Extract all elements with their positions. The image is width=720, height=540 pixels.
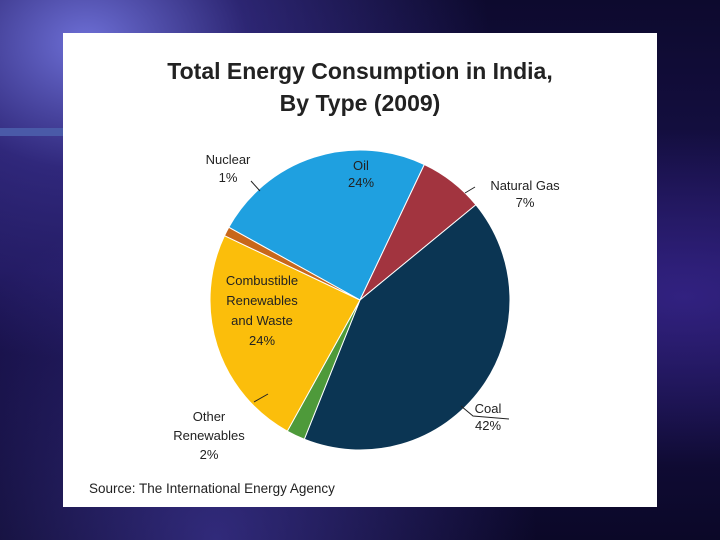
- chart-panel: Total Energy Consumption in India, By Ty…: [63, 33, 657, 507]
- pie-slices: [209, 149, 511, 451]
- slide-accent-bar: [0, 128, 66, 136]
- leader-line-natural-gas: [464, 186, 476, 194]
- leader-line-other-renewables: [253, 393, 269, 403]
- pie-slice-nuclear: [223, 226, 361, 301]
- pie-slice-coal: [303, 204, 511, 451]
- slice-label-natural-gas: Natural Gas 7%: [490, 178, 560, 210]
- slice-label-nuclear: Nuclear 1%: [206, 152, 251, 185]
- pie-slice-oil: [228, 149, 426, 301]
- pie-chart: Total Energy Consumption in India, By Ty…: [89, 58, 560, 496]
- slice-label-combustible-renewables-and-waste: Combustible Renewables and Waste 24%: [226, 273, 298, 348]
- chart-title-line-1: Total Energy Consumption in India,: [167, 58, 552, 84]
- slice-label-other-renewables: Other Renewables 2%: [173, 409, 245, 462]
- chart-source: Source: The International Energy Agency: [89, 481, 335, 496]
- slice-label-oil: Oil 24%: [348, 158, 374, 190]
- chart-title-line-2: By Type (2009): [280, 90, 441, 116]
- pie-labels: Oil 24% Natural Gas 7% Coal 42% Other Renewable…: [173, 152, 560, 462]
- pie-slice-combustible-renewables-and-waste: [209, 234, 361, 432]
- slice-label-coal: Coal 42%: [475, 401, 502, 433]
- leader-line-coal: [460, 405, 510, 420]
- leader-line-nuclear: [250, 180, 261, 192]
